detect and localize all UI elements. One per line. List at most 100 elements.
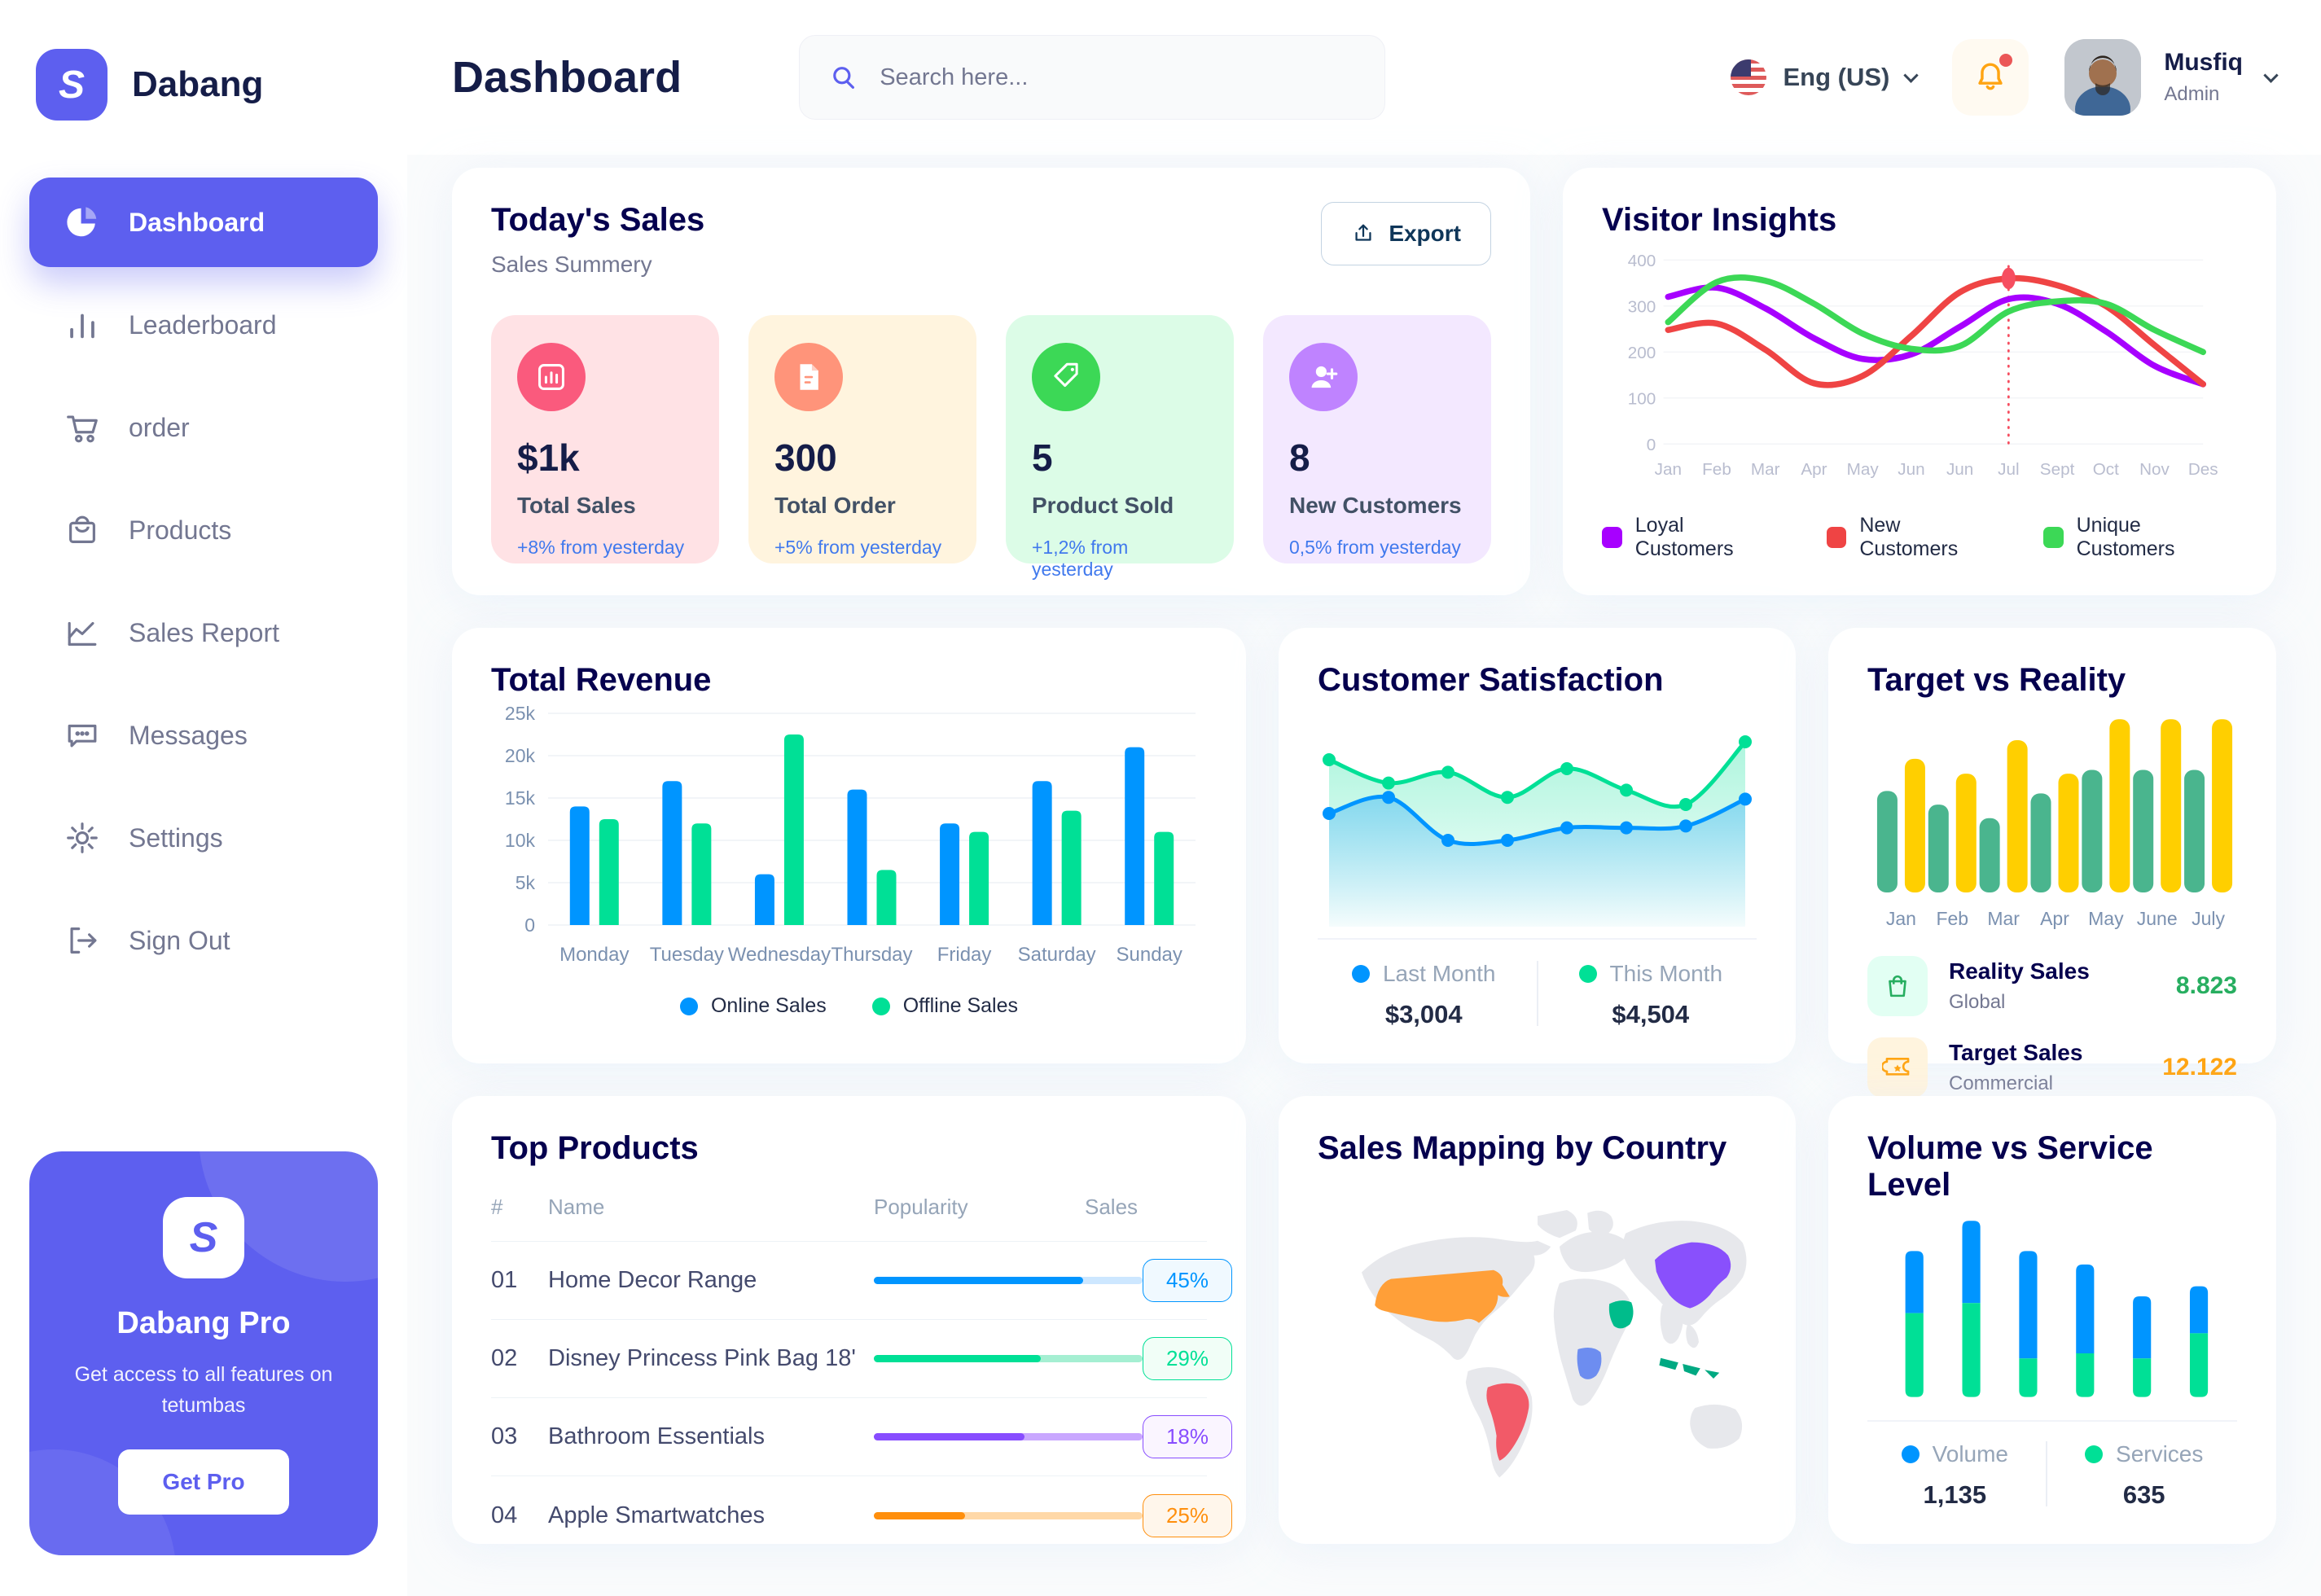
map-greenland xyxy=(1538,1210,1577,1239)
legend-label: Volume xyxy=(1932,1441,2009,1467)
search-input[interactable] xyxy=(880,64,1356,91)
legend-swatch xyxy=(1901,1445,1920,1463)
table-row: 03 Bathroom Essentials 18% xyxy=(491,1398,1232,1476)
bell-icon xyxy=(1978,63,2003,90)
svg-text:Jun: Jun xyxy=(1946,460,1973,479)
stat-delta: +1,2% from yesterday xyxy=(1032,537,1129,580)
svg-text:Wednesday: Wednesday xyxy=(728,944,831,966)
svg-text:Mar: Mar xyxy=(1751,460,1780,479)
volume-service-title: Volume vs Service Level xyxy=(1867,1130,2153,1203)
legend-value: 12.122 xyxy=(2162,1054,2237,1081)
legend-row-reality: Reality Sales Global 8.823 xyxy=(1867,956,2237,1016)
svg-text:Nov: Nov xyxy=(2139,460,2170,479)
stat-delta: +5% from yesterday xyxy=(774,537,942,558)
line-chart-icon xyxy=(68,621,97,646)
row-1: Today's Sales Sales Summery Export xyxy=(452,168,2276,595)
stat-value: 5 xyxy=(1032,436,1053,479)
divider xyxy=(1318,938,1757,940)
language-selector[interactable]: Eng (US) xyxy=(1731,59,1920,95)
bag-icon xyxy=(1867,956,1928,1016)
product-name: Disney Princess Pink Bag 18' xyxy=(548,1345,856,1371)
target-vs-reality-chart: Jan Feb Mar Apr May June July xyxy=(1876,719,2233,929)
map-indonesia xyxy=(1659,1357,1720,1379)
total-revenue-chart: 0 5k 10k 15k 20k 25k Monday Tuesday Wednesday Thu… xyxy=(505,703,1196,966)
stat-value: $1k xyxy=(517,436,580,479)
sign-out-icon xyxy=(70,927,97,954)
app-name: Dabang xyxy=(132,64,264,104)
row-3: Top Products # Name Popularity Sales 01 … xyxy=(452,1096,2276,1544)
chevron-down-icon xyxy=(1903,67,1920,83)
gear-icon xyxy=(67,822,98,853)
table-row: 01 Home Decor Range 45% xyxy=(491,1242,1232,1320)
export-button[interactable]: Export xyxy=(1321,202,1491,265)
legend-label: Online Sales xyxy=(710,994,827,1017)
visitor-insights-legend: Loyal Customers New Customers Unique Cus… xyxy=(1602,514,2237,561)
sidebar-item-leaderboard[interactable]: Leaderboard xyxy=(29,280,378,370)
sales-chart-icon xyxy=(517,343,586,411)
sidebar-item-dashboard[interactable]: Dashboard xyxy=(29,178,378,267)
user-name: Musfiq xyxy=(2164,49,2243,76)
legend-swatch xyxy=(2085,1445,2104,1463)
legend-value: 635 xyxy=(2122,1480,2165,1509)
map-australia xyxy=(1690,1404,1743,1449)
svg-text:300: 300 xyxy=(1628,297,1656,316)
chevron-down-icon xyxy=(2263,67,2279,83)
svg-text:Thursday: Thursday xyxy=(831,944,912,966)
todays-sales-subtitle: Sales Summery xyxy=(491,252,652,277)
svg-text:June: June xyxy=(2137,908,2178,929)
target-vs-reality-card: Target vs Reality Jan Feb Mar Apr May June Jul… xyxy=(1828,628,2276,1098)
content: Today's Sales Sales Summery Export xyxy=(407,155,2321,1596)
pro-card: S Dabang Pro Get access to all features … xyxy=(29,1151,378,1555)
sidebar-item-sign-out[interactable]: Sign Out xyxy=(29,896,378,985)
stat-delta: 0,5% from yesterday xyxy=(1289,537,1461,558)
user-profile[interactable]: Musfiq Admin xyxy=(2064,39,2279,116)
sidebar-item-settings[interactable]: Settings xyxy=(29,793,378,883)
export-icon xyxy=(1355,224,1371,241)
svg-text:0: 0 xyxy=(524,914,535,936)
pie-chart-icon xyxy=(67,207,97,237)
sidebar-item-order[interactable]: order xyxy=(29,383,378,472)
user-info: Musfiq Admin xyxy=(2164,49,2243,106)
stat-new-customers: 8 New Customers 0,5% from yesterday xyxy=(1263,315,1491,563)
customer-satisfaction-chart xyxy=(1323,735,1752,927)
legend-swatch xyxy=(1826,527,1847,548)
sidebar-item-label: Sign Out xyxy=(129,925,230,955)
sidebar-item-products[interactable]: Products xyxy=(29,485,378,575)
dabang-logo-icon: S xyxy=(36,49,107,121)
sales-badge: 29% xyxy=(1143,1337,1232,1380)
search-bar xyxy=(799,35,1386,120)
cart-icon xyxy=(67,415,98,443)
svg-text:Apr: Apr xyxy=(2040,908,2069,929)
svg-text:Jan: Jan xyxy=(1655,460,1682,479)
svg-text:Sept: Sept xyxy=(2040,460,2075,479)
legend-swatch xyxy=(1578,965,1597,983)
svg-text:100: 100 xyxy=(1628,389,1656,408)
legend-value: 1,135 xyxy=(1923,1480,1987,1509)
sidebar-item-messages[interactable]: Messages xyxy=(29,691,378,780)
top-products-card: Top Products # Name Popularity Sales 01 … xyxy=(452,1096,1246,1544)
legend-swatch xyxy=(2042,527,2064,548)
sidebar-item-sales-report[interactable]: Sales Report xyxy=(29,588,378,677)
popularity-bar xyxy=(874,1511,1143,1519)
avatar xyxy=(2064,39,2142,116)
sales-mapping-card: Sales Mapping by Country xyxy=(1279,1096,1796,1544)
total-revenue-title: Total Revenue xyxy=(491,662,712,698)
sidebar-item-label: order xyxy=(129,412,190,442)
svg-text:May: May xyxy=(1847,460,1880,479)
sales-badge: 45% xyxy=(1143,1259,1232,1302)
map-saudi-arabia xyxy=(1608,1300,1634,1329)
col-popularity: Popularity xyxy=(874,1195,968,1219)
sidebar-item-label: Leaderboard xyxy=(129,309,277,340)
customer-satisfaction-legend: Last Month $3,004 This Month $4,504 xyxy=(1318,940,1757,1029)
get-pro-button[interactable]: Get Pro xyxy=(118,1449,289,1515)
sidebar-item-label: Messages xyxy=(129,720,248,750)
stat-product-sold: 5 Product Sold +1,2% from yesterday xyxy=(1006,315,1234,580)
stat-label: Product Sold xyxy=(1032,493,1174,518)
legend-swatch xyxy=(1351,965,1370,983)
svg-text:Saturday: Saturday xyxy=(1018,944,1096,966)
notification-badge xyxy=(1999,54,2013,67)
notifications-button[interactable] xyxy=(1952,39,2029,116)
svg-text:20k: 20k xyxy=(505,745,536,766)
svg-text:July: July xyxy=(2192,908,2225,929)
row-2: Total Revenue 0 5k 10k 15k 20k 25k Monday Tuesd… xyxy=(452,628,2276,1098)
